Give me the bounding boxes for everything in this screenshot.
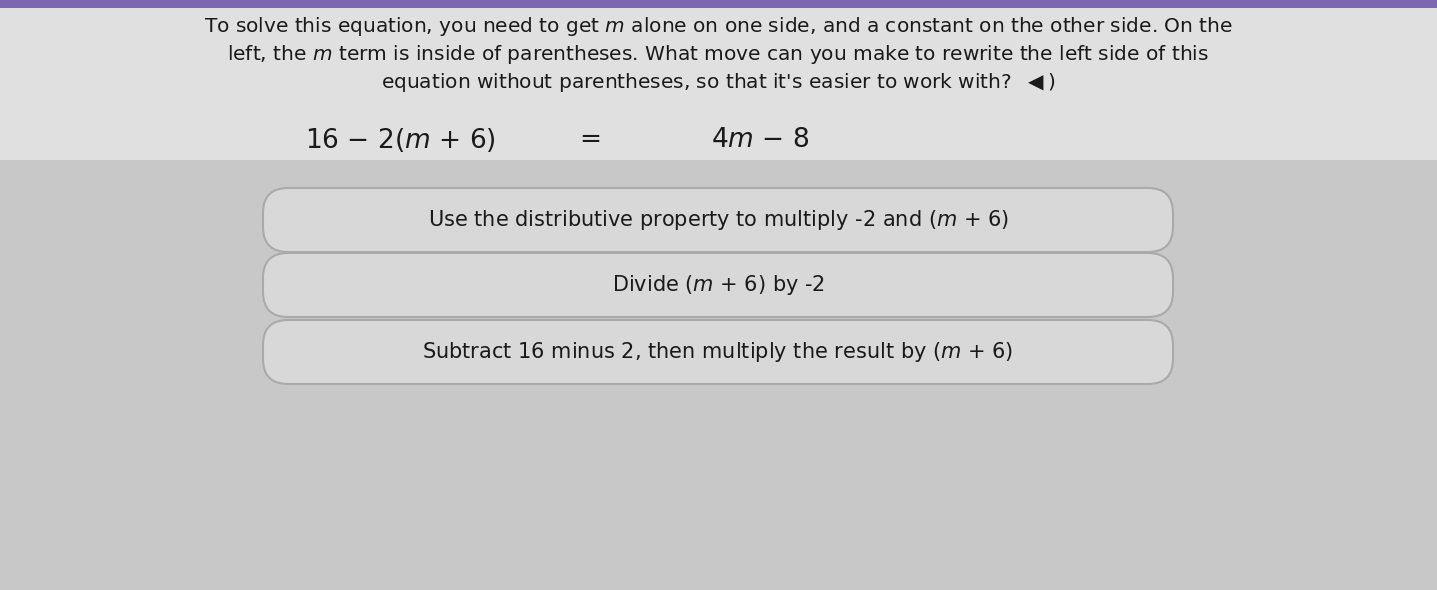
Text: Subtract 16 minus 2, then multiply the result by ($m$ + 6): Subtract 16 minus 2, then multiply the r…: [422, 340, 1013, 364]
FancyBboxPatch shape: [263, 320, 1173, 384]
Text: equation without parentheses, so that it's easier to work with?  $\blacktriangle: equation without parentheses, so that it…: [381, 71, 1055, 94]
Text: 16 $-$ 2($m$ + 6): 16 $-$ 2($m$ + 6): [305, 126, 496, 154]
Text: left, the $m$ term is inside of parentheses. What move can you make to rewrite t: left, the $m$ term is inside of parenthe…: [227, 43, 1209, 66]
FancyBboxPatch shape: [0, 0, 1437, 160]
Text: 4$m$ $-$ 8: 4$m$ $-$ 8: [711, 127, 809, 153]
FancyBboxPatch shape: [263, 253, 1173, 317]
FancyBboxPatch shape: [0, 0, 1437, 8]
FancyBboxPatch shape: [263, 188, 1173, 252]
Text: To solve this equation, you need to get $m$ alone on one side, and a constant on: To solve this equation, you need to get …: [204, 15, 1233, 38]
Text: Use the distributive property to multiply -2 and ($m$ + 6): Use the distributive property to multipl…: [427, 208, 1009, 232]
Text: Divide ($m$ + 6) by -2: Divide ($m$ + 6) by -2: [612, 273, 825, 297]
Text: =: =: [579, 127, 601, 153]
